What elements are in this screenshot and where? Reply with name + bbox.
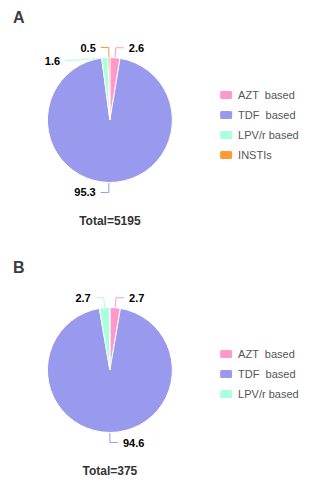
- svg-text:Total=375: Total=375: [82, 464, 137, 478]
- svg-text:1.6: 1.6: [45, 55, 60, 67]
- svg-text:Total=5195: Total=5195: [79, 214, 141, 228]
- svg-text:LPV/r based: LPV/r based: [238, 129, 299, 141]
- svg-text:94.6: 94.6: [123, 437, 144, 449]
- svg-text:AZT based: AZT based: [238, 89, 295, 101]
- svg-text:TDF based: TDF based: [238, 109, 295, 121]
- svg-text:TDF based: TDF based: [238, 368, 295, 380]
- svg-text:95.3: 95.3: [74, 186, 95, 198]
- svg-text:LPV/r based: LPV/r based: [238, 388, 299, 400]
- svg-text:2.6: 2.6: [129, 42, 144, 54]
- svg-text:A: A: [13, 9, 25, 26]
- svg-text:2.7: 2.7: [129, 292, 144, 304]
- svg-text:INSTIs: INSTIs: [238, 149, 272, 161]
- svg-text:AZT based: AZT based: [238, 348, 295, 360]
- svg-text:0.5: 0.5: [80, 42, 95, 54]
- svg-text:B: B: [13, 259, 25, 276]
- svg-text:2.7: 2.7: [75, 292, 90, 304]
